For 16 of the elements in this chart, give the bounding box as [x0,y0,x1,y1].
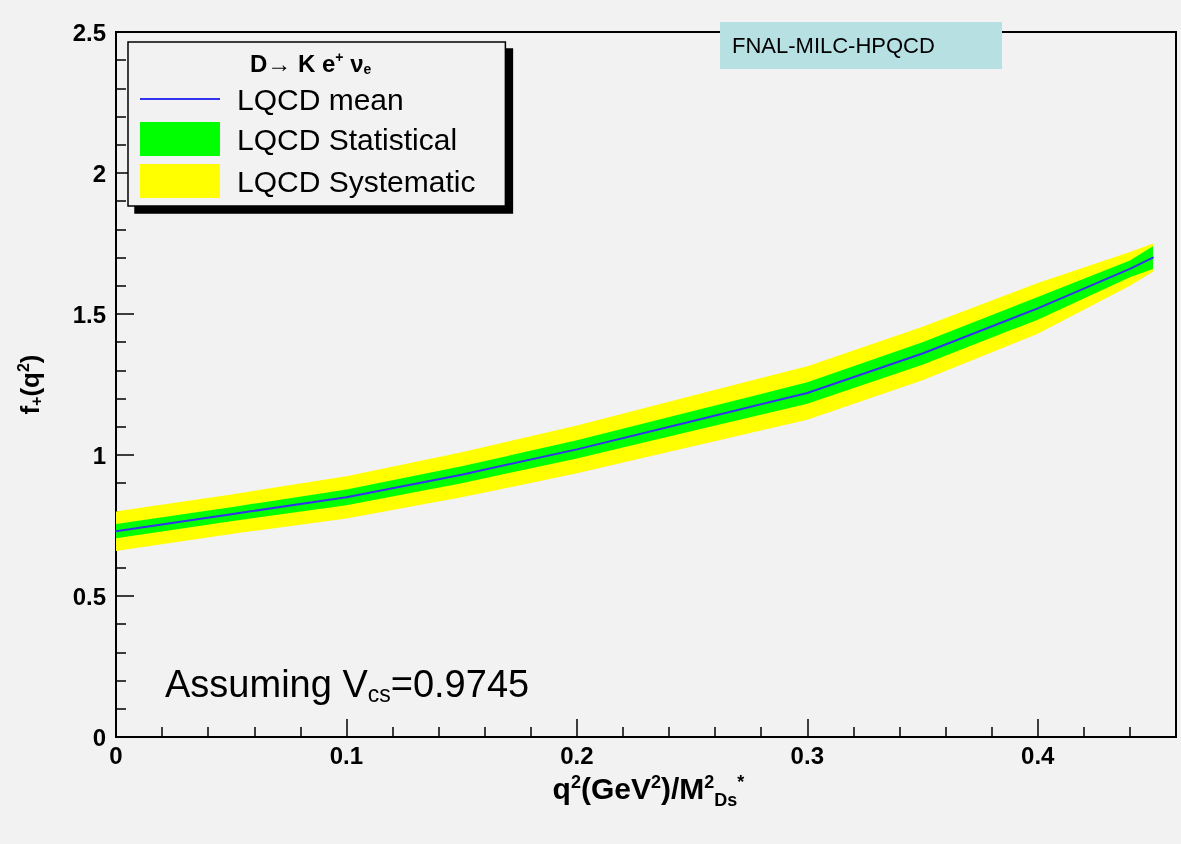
y-tick-label: 1.5 [72,300,106,328]
label-box: FNAL-MILC-HPQCD [720,22,1002,69]
x-tick-label: 0.3 [790,741,824,769]
legend-label: LQCD mean [237,82,404,116]
x-tick-label: 0.4 [1021,741,1056,769]
y-tick-label: 1 [92,441,106,469]
y-tick-label: 2 [92,159,106,187]
legend-label: LQCD Systematic [237,164,476,198]
x-tick-label: 0.1 [329,741,364,769]
y-tick-label: 0.5 [72,582,106,610]
legend-label: LQCD Statistical [237,122,458,156]
x-tick-label: 0 [109,741,123,769]
y-axis-title: f+(q2) [14,354,45,415]
y-tick-label: 0 [92,723,106,751]
x-tick-label: 0.2 [560,741,594,769]
y-tick-label: 2.5 [72,18,106,46]
